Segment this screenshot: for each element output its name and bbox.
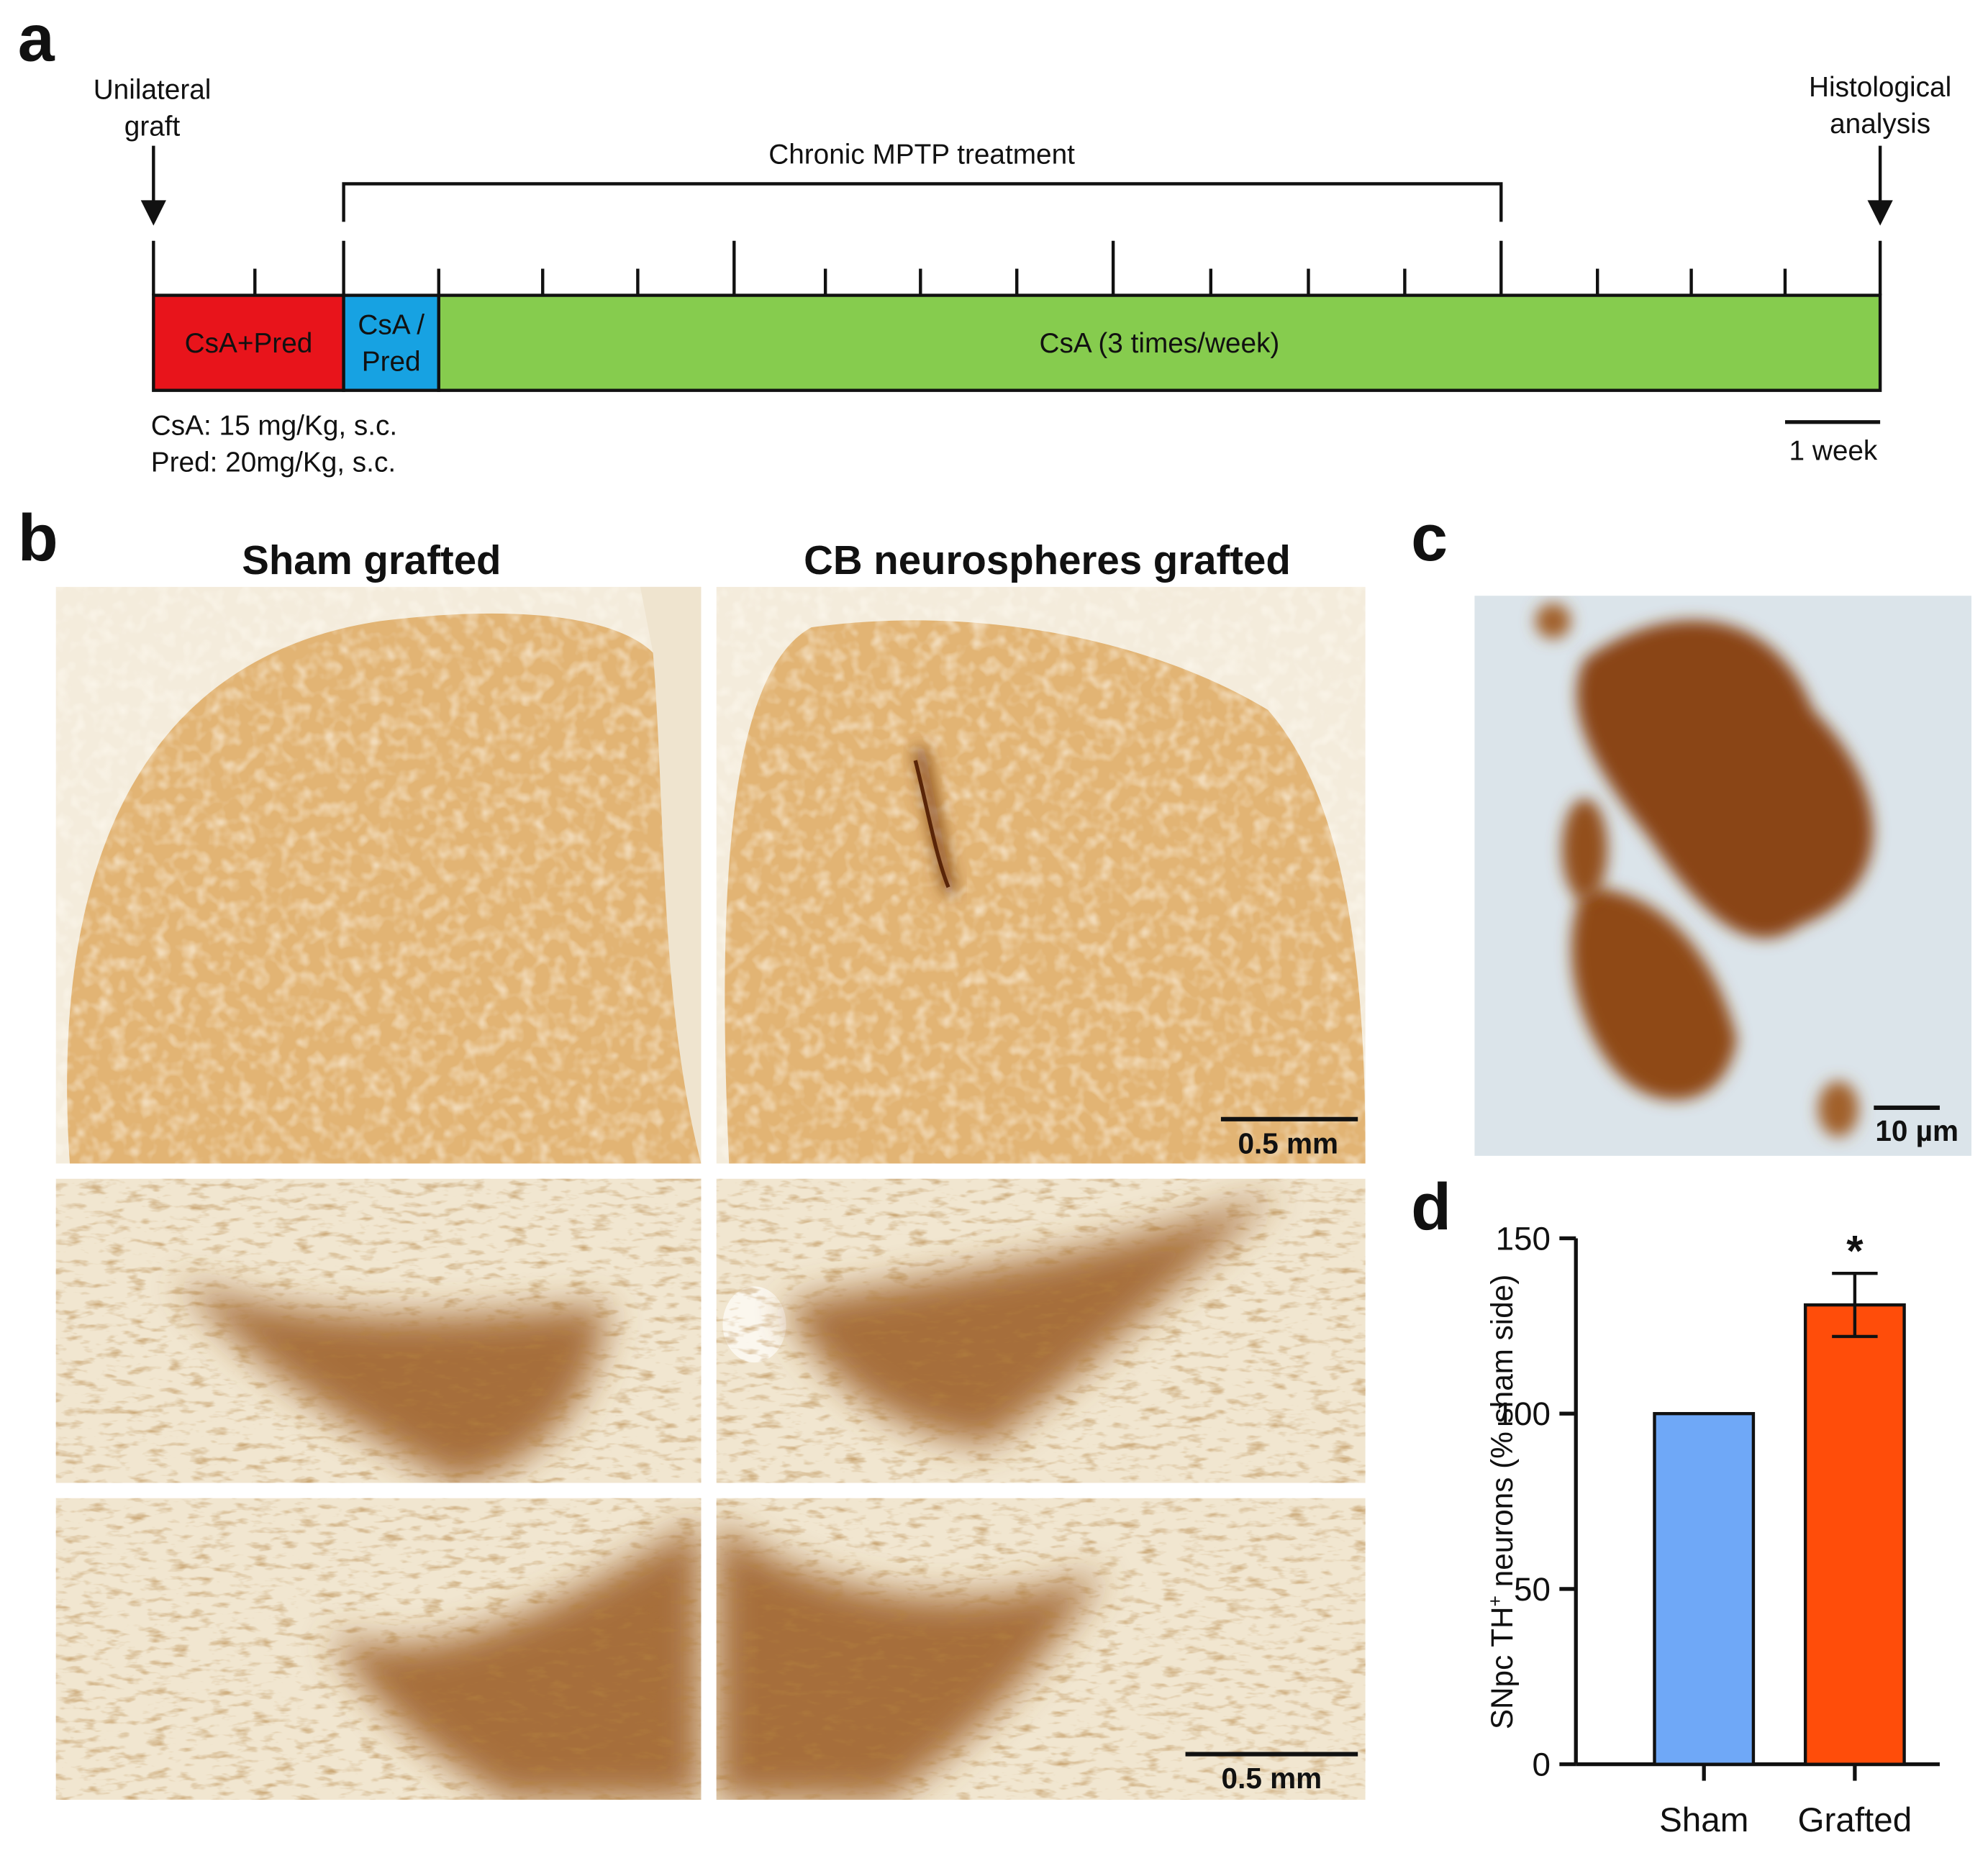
panel-label: d — [1411, 1170, 1451, 1244]
bar — [1803, 1303, 1906, 1766]
panel-label: b — [18, 501, 58, 575]
segment-label: CsA (3 times/week) — [1040, 328, 1280, 359]
scale-label: 0.5 mm — [1238, 1126, 1338, 1160]
dose-text: Pred: 20mg/Kg, s.c. — [151, 447, 396, 478]
timeline: Unilateral graft Histological analysis C… — [94, 72, 1951, 478]
scale-label: 10 µm — [1875, 1114, 1959, 1147]
significance-mark: * — [1846, 1227, 1864, 1275]
micrograph — [716, 586, 1366, 1164]
panel-label: a — [18, 2, 55, 76]
segment-label: CsA / — [358, 309, 425, 340]
scale-label: 0.5 mm — [1222, 1762, 1322, 1795]
x-tick-label: Grafted — [1798, 1801, 1912, 1839]
micrograph — [716, 1498, 1366, 1800]
graft-label: Unilateral — [94, 74, 212, 105]
treatment-bracket — [342, 182, 1503, 222]
y-label-part: neurons (% sham side) — [1485, 1275, 1519, 1595]
treatment-label: Chronic MPTP treatment — [768, 139, 1075, 170]
timeline-segment — [437, 293, 1882, 392]
scale-label: 1 week — [1789, 436, 1878, 467]
y-label-sup: + — [1484, 1595, 1506, 1606]
micrograph — [55, 586, 702, 1164]
micrograph — [716, 1178, 1366, 1483]
y-tick-label: 100 — [1496, 1396, 1551, 1432]
micrograph — [55, 1498, 702, 1800]
arrow-head — [140, 200, 166, 226]
micrograph — [55, 1178, 702, 1483]
segment-label: Pred — [362, 346, 421, 377]
column-title: CB neurospheres grafted — [804, 537, 1291, 583]
y-tick-label: 50 — [1514, 1571, 1551, 1608]
bar — [1653, 1411, 1756, 1766]
y-tick-label: 150 — [1496, 1220, 1551, 1257]
timeline-segment — [152, 293, 345, 392]
analysis-label: Histological — [1809, 72, 1951, 103]
x-tick-label: Sham — [1659, 1801, 1748, 1839]
column-title: Sham grafted — [242, 537, 501, 583]
dose-text: CsA: 15 mg/Kg, s.c. — [151, 410, 397, 441]
analysis-label: analysis — [1830, 109, 1930, 140]
segment-label: CsA+Pred — [185, 328, 313, 359]
timeline-segment — [342, 293, 440, 392]
micrograph — [1474, 596, 1971, 1156]
y-axis-label: SNpc TH+ neurons (% sham side) — [1484, 1275, 1519, 1729]
y-label-part: SNpc TH — [1485, 1606, 1519, 1729]
y-tick-label: 0 — [1533, 1747, 1551, 1783]
graft-label: graft — [124, 111, 181, 142]
panel-label: c — [1411, 501, 1448, 575]
arrow-head — [1867, 200, 1893, 226]
